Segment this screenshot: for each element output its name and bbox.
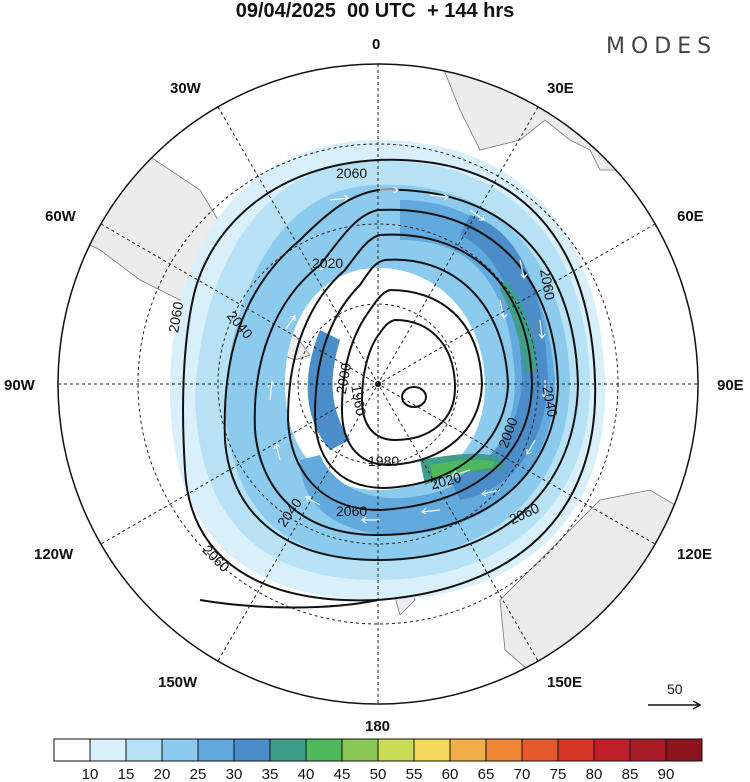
lon-label: 90E xyxy=(717,377,744,394)
contour-label: 2060 xyxy=(336,165,367,181)
contour-label: 2060 xyxy=(165,300,186,334)
lon-label: 60W xyxy=(45,208,77,225)
colorbar-swatch xyxy=(413,738,451,762)
colorbar-swatch xyxy=(665,738,703,762)
colorbar-swatch xyxy=(269,738,307,762)
colorbar-swatch xyxy=(377,738,415,762)
colorbar-swatch xyxy=(485,738,523,762)
contour-label: 2040 xyxy=(540,385,561,419)
colorbar-label: 50 xyxy=(370,766,387,782)
colorbar-swatch xyxy=(521,738,559,762)
colorbar-label: 65 xyxy=(478,766,495,782)
colorbar-swatch xyxy=(53,738,91,762)
colorbar-label: 40 xyxy=(298,766,315,782)
contour-label: 2020 xyxy=(429,469,463,493)
colorbar-label: 35 xyxy=(262,766,279,782)
contour-label: 2060 xyxy=(336,503,367,519)
reference-vector-label: 50 xyxy=(667,681,683,697)
lon-label: 30E xyxy=(547,80,574,97)
longitude-labels: 0 30E 60E 90E 120E 150E 180 150W 120W 90… xyxy=(4,36,744,735)
colorbar-label: 90 xyxy=(658,766,675,782)
lon-label: 120W xyxy=(34,546,74,563)
colorbar-label: 80 xyxy=(586,766,603,782)
colorbar-swatch xyxy=(197,738,235,762)
wind-vectors xyxy=(267,186,549,524)
colorbar-label: 60 xyxy=(442,766,459,782)
lon-label: 180 xyxy=(365,718,390,735)
colorbar-swatch xyxy=(125,738,163,762)
colorbar-swatch xyxy=(629,738,667,762)
contour-label: 1980 xyxy=(368,453,399,469)
contour-label: 2000 xyxy=(333,361,354,395)
lon-label: 30W xyxy=(170,80,202,97)
colorbar-swatch xyxy=(341,738,379,762)
colorbar-label: 85 xyxy=(622,766,639,782)
colorbar-label: 45 xyxy=(334,766,351,782)
contour-label: 2060 xyxy=(537,268,558,302)
colorbar-label: 20 xyxy=(154,766,171,782)
map-title: 09/04/2025 00 UTC + 144 hrs xyxy=(235,0,515,22)
colorbar-label: 25 xyxy=(190,766,207,782)
reference-arrow xyxy=(648,700,702,710)
colorbar-swatch xyxy=(557,738,595,762)
lon-label: 150E xyxy=(547,674,582,691)
colorbar-swatch xyxy=(449,738,487,762)
colorbar-swatch xyxy=(161,738,199,762)
lon-label: 0 xyxy=(372,36,380,53)
colorbar-label: 55 xyxy=(406,766,423,782)
colorbar-swatch xyxy=(89,738,127,762)
colorbar-swatch xyxy=(305,738,343,762)
map-boundary xyxy=(57,63,699,705)
colorbar-label: 70 xyxy=(514,766,531,782)
reference-vector: 50 xyxy=(648,681,702,710)
south-pole-marker xyxy=(375,381,381,387)
lon-label: 60E xyxy=(677,208,704,225)
colorbar-swatch xyxy=(233,738,271,762)
height-contours xyxy=(182,158,597,609)
colorbar-swatch xyxy=(593,738,631,762)
modes-logo: MODES xyxy=(606,34,718,59)
lon-label: 90W xyxy=(4,377,36,394)
map-disk xyxy=(58,64,698,704)
contour-label: 2020 xyxy=(312,255,343,271)
contour-label: 1960 xyxy=(348,384,369,418)
colorbar-label: 10 xyxy=(82,766,99,782)
colorbar-label: 75 xyxy=(550,766,567,782)
colorbar-label: 15 xyxy=(118,766,135,782)
colorbar-label: 30 xyxy=(226,766,243,782)
lon-label: 120E xyxy=(677,546,712,563)
lon-label: 150W xyxy=(158,674,198,691)
colorbar: 10 15 20 25 30 35 40 45 50 55 60 65 70 75 80 85 90 xyxy=(53,738,703,782)
